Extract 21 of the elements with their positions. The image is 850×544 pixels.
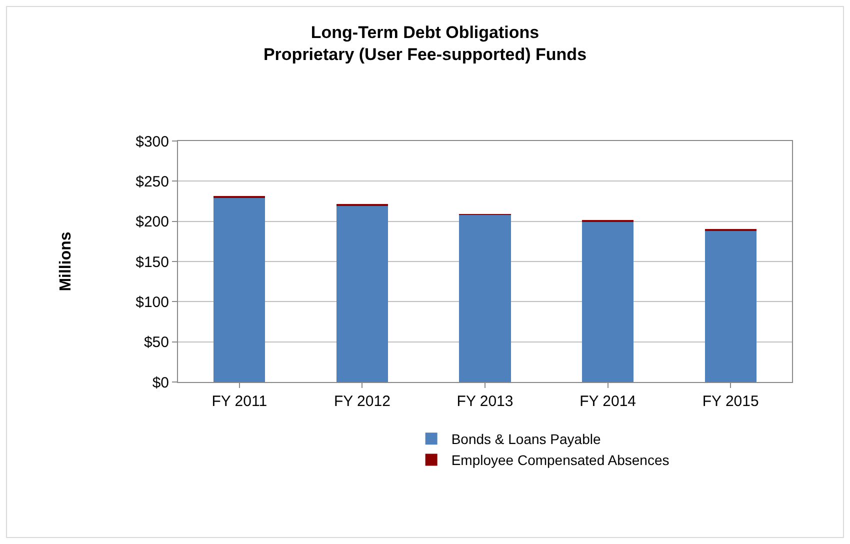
y-tick-label: $150 — [136, 254, 169, 271]
y-tick-label: $50 — [144, 334, 169, 352]
x-tick-label: FY 2011 — [212, 393, 268, 410]
y-tick-label: $250 — [136, 173, 169, 190]
y-tick-label: $300 — [136, 133, 169, 150]
bar — [704, 230, 756, 382]
y-tick-label: $100 — [136, 294, 169, 311]
x-tick-label: FY 2015 — [702, 393, 759, 410]
legend-label: Bonds & Loans Payable — [451, 431, 601, 448]
legend-label: Employee Compensated Absences — [451, 452, 670, 468]
chart-title: Long-Term Debt Obligations Proprietary (User Fee-supported) Funds — [263, 23, 587, 64]
y-tick-label: $200 — [136, 214, 169, 231]
bar — [214, 197, 266, 382]
y-tick-label: $0 — [152, 374, 169, 392]
bar — [582, 221, 634, 382]
x-tick-label: FY 2013 — [456, 393, 514, 410]
x-tick-label: FY 2014 — [580, 393, 636, 410]
x-tick-label: FY 2012 — [334, 393, 390, 410]
bar — [336, 205, 388, 382]
bar — [459, 214, 511, 382]
y-axis-title: Millions — [58, 232, 75, 292]
